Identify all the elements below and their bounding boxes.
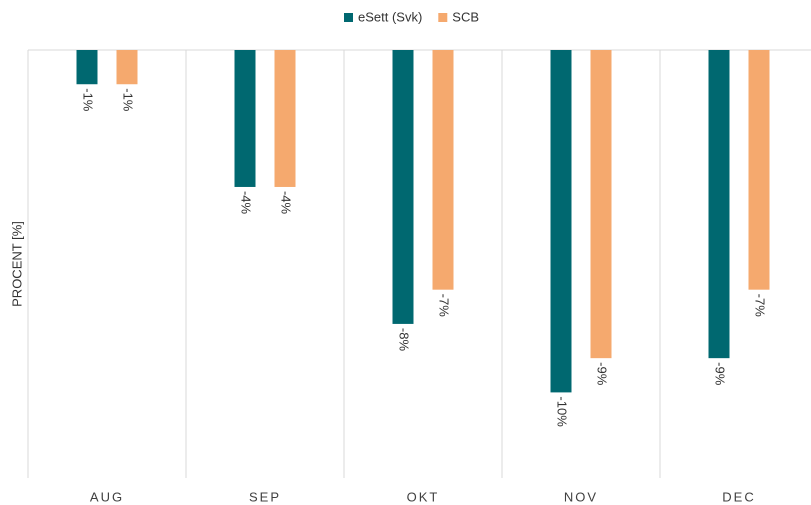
legend-label: SCB — [452, 9, 479, 24]
legend-swatch — [344, 13, 353, 22]
data-label: -4% — [279, 191, 294, 215]
bar — [748, 50, 770, 290]
data-label: -4% — [239, 191, 254, 215]
legend-swatch — [438, 13, 448, 22]
data-label: -1% — [121, 88, 136, 112]
bar — [392, 50, 414, 324]
bar — [708, 50, 730, 359]
bar — [234, 50, 256, 187]
data-label: -7% — [753, 294, 768, 318]
data-label: -7% — [437, 294, 452, 318]
bar — [590, 50, 612, 359]
x-tick-label: NOV — [564, 489, 598, 504]
data-label: -9% — [595, 362, 610, 386]
x-tick-label: DEC — [722, 489, 755, 504]
legend-label: eSett (Svk) — [358, 9, 422, 24]
bar — [432, 50, 454, 290]
bar — [550, 50, 572, 393]
data-label: -10% — [555, 396, 570, 427]
y-axis-label: PROCENT [%] — [9, 221, 24, 307]
data-label: -8% — [397, 328, 412, 352]
data-label: -9% — [713, 362, 728, 386]
bar — [274, 50, 296, 187]
x-tick-label: SEP — [249, 489, 281, 504]
x-tick-label: AUG — [90, 489, 124, 504]
data-label: -1% — [81, 88, 96, 112]
bar — [76, 50, 98, 85]
bar — [116, 50, 138, 85]
x-tick-label: OKT — [407, 489, 440, 504]
